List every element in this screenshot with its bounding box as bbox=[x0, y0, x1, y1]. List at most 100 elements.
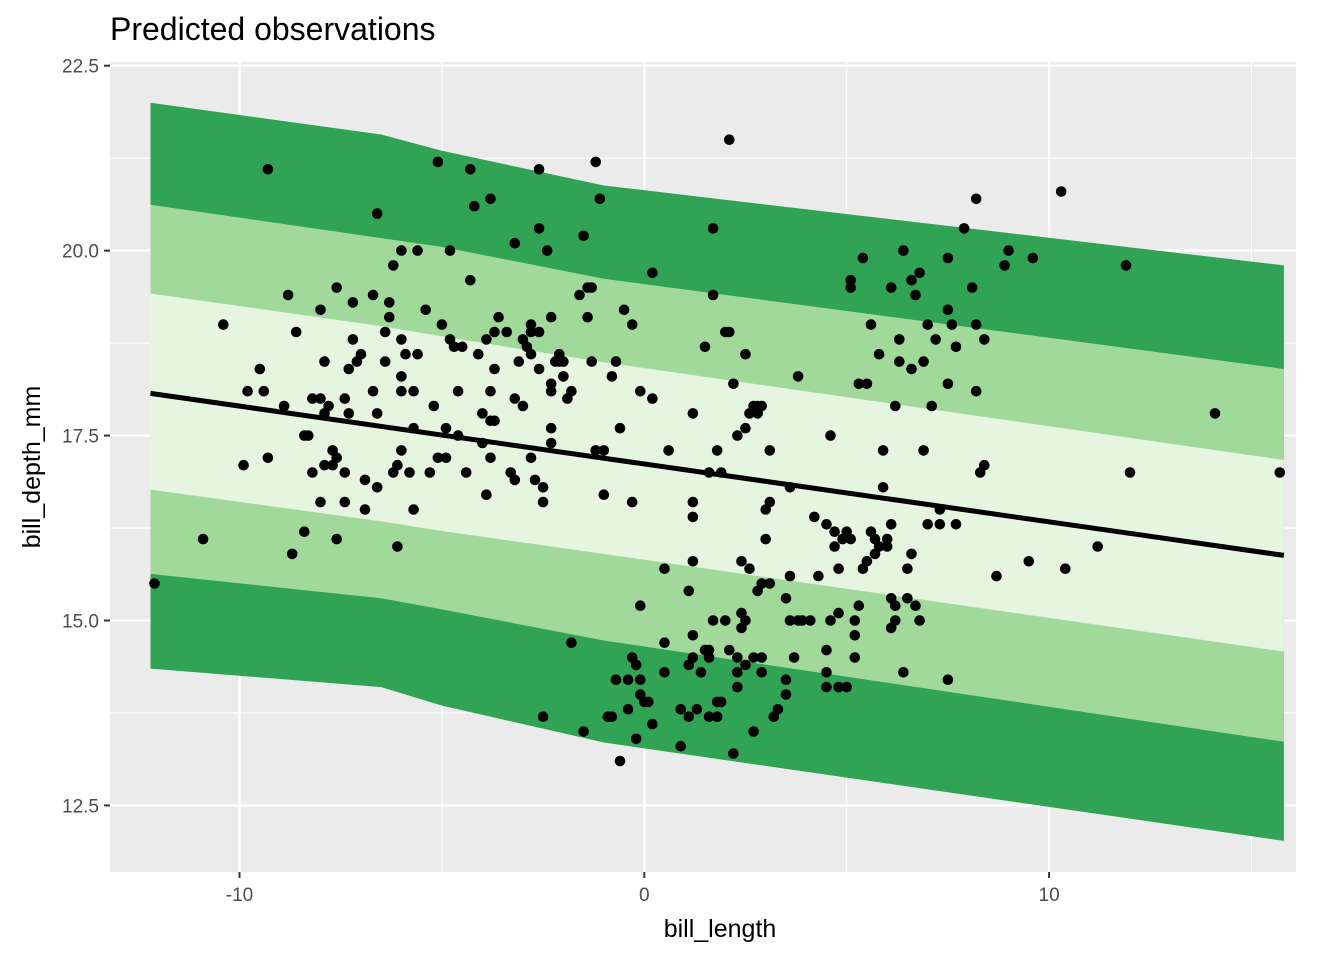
data-point bbox=[720, 615, 731, 626]
data-point bbox=[574, 289, 585, 301]
data-point bbox=[331, 282, 343, 293]
data-point bbox=[942, 674, 954, 685]
data-point bbox=[780, 689, 792, 700]
data-point bbox=[663, 445, 674, 456]
data-point bbox=[926, 400, 937, 412]
data-point bbox=[452, 430, 464, 441]
data-point bbox=[618, 304, 630, 316]
x-tick-label: -10 bbox=[226, 885, 253, 906]
data-point bbox=[979, 459, 990, 471]
data-point bbox=[343, 363, 355, 375]
data-point bbox=[485, 193, 496, 205]
data-point bbox=[566, 637, 577, 648]
data-point bbox=[675, 740, 686, 752]
data-point bbox=[687, 652, 699, 663]
data-point bbox=[942, 304, 954, 316]
data-point bbox=[432, 156, 444, 168]
data-point bbox=[809, 511, 820, 523]
data-point bbox=[659, 563, 670, 574]
data-point bbox=[537, 496, 549, 508]
data-point bbox=[687, 630, 699, 641]
data-point bbox=[367, 289, 379, 301]
data-point bbox=[412, 245, 423, 256]
data-point bbox=[489, 415, 500, 427]
data-point bbox=[1124, 467, 1136, 478]
data-point bbox=[400, 348, 411, 360]
data-point bbox=[728, 378, 739, 390]
data-point bbox=[307, 467, 318, 478]
data-point bbox=[829, 541, 840, 552]
data-point bbox=[525, 326, 537, 338]
data-point bbox=[525, 319, 537, 330]
data-point bbox=[614, 422, 626, 434]
data-point bbox=[970, 319, 982, 330]
data-point bbox=[934, 504, 946, 515]
data-point bbox=[881, 533, 893, 545]
data-point bbox=[756, 667, 767, 678]
data-point bbox=[780, 593, 792, 604]
data-point bbox=[918, 445, 929, 456]
data-point bbox=[493, 311, 504, 323]
data-point bbox=[371, 408, 383, 419]
data-point bbox=[347, 334, 359, 345]
data-point bbox=[946, 319, 958, 330]
data-point bbox=[1209, 408, 1221, 419]
data-point bbox=[695, 667, 707, 678]
data-point bbox=[902, 563, 913, 574]
data-point bbox=[396, 385, 407, 397]
data-point bbox=[622, 704, 634, 715]
data-point bbox=[898, 245, 909, 256]
data-point bbox=[630, 659, 642, 671]
data-point bbox=[732, 430, 743, 441]
data-point bbox=[707, 615, 719, 626]
data-point bbox=[756, 400, 767, 412]
data-point bbox=[626, 319, 638, 330]
data-point bbox=[460, 467, 472, 478]
data-point bbox=[258, 385, 270, 397]
data-point bbox=[691, 704, 703, 715]
data-point bbox=[687, 496, 699, 508]
data-point bbox=[477, 408, 488, 419]
data-point bbox=[513, 356, 525, 367]
data-point bbox=[885, 519, 897, 530]
data-point bbox=[732, 681, 743, 693]
data-point bbox=[586, 356, 597, 367]
data-point bbox=[813, 570, 824, 582]
data-point bbox=[647, 393, 658, 404]
data-point bbox=[448, 341, 460, 353]
data-point bbox=[299, 526, 310, 537]
data-point bbox=[635, 600, 646, 611]
data-point bbox=[545, 378, 557, 390]
data-point bbox=[748, 726, 759, 737]
data-point bbox=[853, 600, 865, 611]
data-point bbox=[396, 245, 407, 256]
data-point bbox=[687, 408, 699, 419]
data-point bbox=[218, 319, 229, 330]
y-tick-label: 12.5 bbox=[62, 796, 99, 817]
data-point bbox=[610, 674, 622, 685]
y-axis-title: bill_depth_mm bbox=[18, 386, 46, 549]
data-point bbox=[724, 326, 735, 338]
data-point bbox=[537, 482, 549, 493]
data-point bbox=[485, 452, 496, 464]
data-point bbox=[898, 667, 909, 678]
data-point bbox=[412, 348, 423, 360]
data-point bbox=[197, 533, 209, 545]
data-point bbox=[699, 341, 711, 353]
data-point bbox=[339, 496, 351, 508]
data-point bbox=[545, 311, 557, 323]
data-point bbox=[788, 652, 800, 663]
data-point bbox=[319, 459, 330, 471]
data-point bbox=[481, 489, 492, 501]
data-point bbox=[849, 652, 861, 663]
data-point bbox=[792, 371, 804, 382]
data-point bbox=[865, 319, 877, 330]
data-point bbox=[821, 681, 832, 693]
data-point bbox=[715, 467, 727, 478]
data-point bbox=[533, 223, 545, 234]
data-point bbox=[970, 193, 982, 205]
data-point bbox=[740, 422, 751, 434]
data-point bbox=[501, 326, 512, 338]
data-point bbox=[452, 385, 464, 397]
